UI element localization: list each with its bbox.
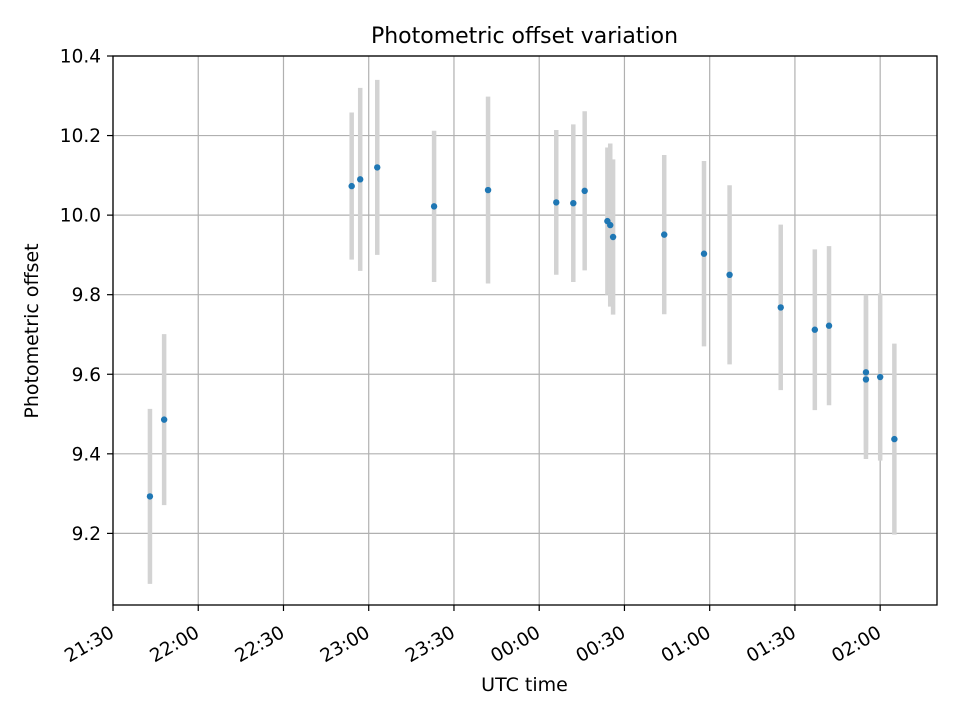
y-tick-label: 9.8 [72, 285, 101, 306]
data-point [661, 231, 668, 238]
x-tick-label: 22:30 [232, 622, 289, 667]
data-point [357, 176, 364, 183]
data-point [570, 199, 577, 207]
data-point [811, 326, 819, 333]
y-axis-ticks: 9.2 9.4 9.6 9.8 10.0 10.2 10.4 [60, 47, 113, 545]
data-point [484, 186, 492, 194]
data-point [876, 373, 884, 381]
x-tick-label: 21:30 [61, 622, 118, 667]
x-axis-label: UTC time [481, 674, 568, 696]
x-tick-label: 23:30 [402, 622, 459, 667]
data-point [891, 435, 898, 443]
data-point [609, 233, 617, 241]
x-tick-label: 23:00 [317, 622, 374, 667]
error-bars [147, 79, 897, 584]
data-point [581, 187, 588, 195]
x-axis-ticks: 21:30 22:00 22:30 23:00 23:30 00:00 00:30 01:00… [61, 605, 885, 667]
x-tick-label: 02:00 [828, 622, 885, 667]
plot-area-frame [112, 55, 938, 606]
x-tick-label: 22:00 [146, 622, 203, 667]
y-tick-label: 10.2 [60, 126, 101, 147]
data-point [862, 369, 870, 376]
data-point [726, 271, 733, 279]
data-point [374, 164, 381, 171]
data-point [825, 322, 833, 329]
data-point [862, 376, 870, 383]
y-tick-label: 9.4 [72, 444, 101, 465]
x-tick-label: 01:30 [743, 622, 800, 667]
data-point [348, 182, 355, 190]
data-point [146, 493, 154, 500]
y-tick-label: 10.4 [60, 47, 101, 68]
y-tick-label: 9.6 [72, 365, 101, 386]
y-axis-label: Photometric offset [21, 243, 43, 418]
data-point [160, 416, 168, 423]
data-points [146, 164, 898, 500]
data-point [430, 203, 438, 210]
y-tick-label: 10.0 [60, 206, 101, 227]
x-tick-label: 00:00 [487, 622, 544, 667]
data-point [700, 250, 708, 257]
x-tick-label: 00:30 [573, 622, 630, 667]
x-tick-label: 01:00 [658, 622, 715, 667]
data-point [553, 199, 560, 206]
y-tick-label: 9.2 [72, 524, 101, 545]
chart-title: Photometric offset variation [371, 24, 678, 49]
data-point [607, 221, 614, 229]
data-point [777, 304, 784, 311]
